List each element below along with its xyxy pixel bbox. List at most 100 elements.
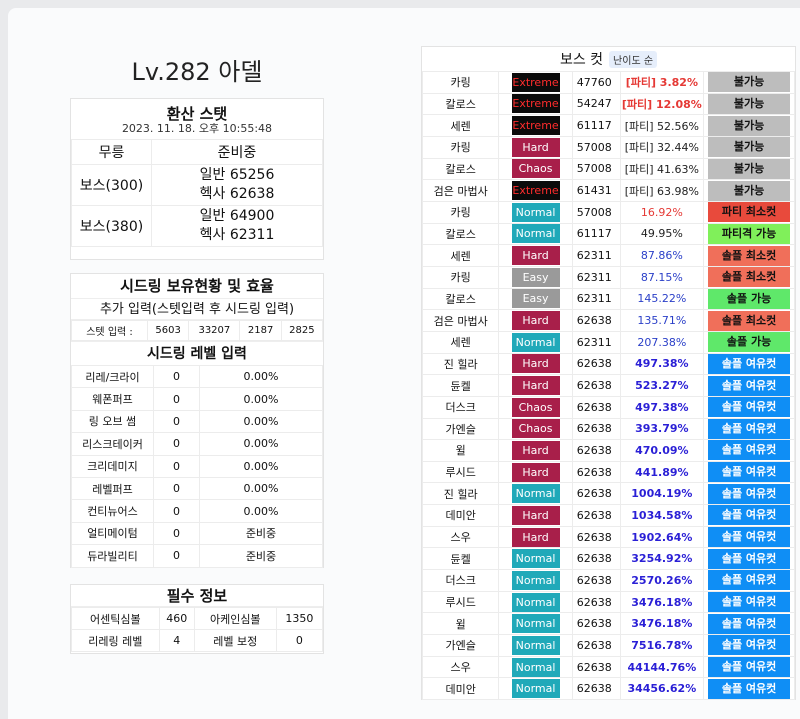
status-cell: 불가능 [703,179,795,202]
status-cell: 불가능 [703,135,795,159]
required-stat: 62638 [571,309,621,332]
ring-name: 리레/크라이 [71,364,154,389]
difficulty-badge: Easy [511,289,560,309]
ring-efficiency: 0.00% [199,409,323,434]
ring-efficiency: 준비중 [199,544,323,568]
boss-380-normal: 일반 64900 [199,208,275,224]
required-info-card: 필수 정보 어센틱심볼 460 아케인심볼 1350 리레링 레벨 4 레벨 보… [70,584,324,654]
required-stat: 57008 [571,135,621,159]
efficiency: 16.92% [619,200,705,224]
status-badge: 불가능 [708,72,791,93]
status-cell: 파티 최소컷 [703,200,795,224]
required-stat: 62638 [571,569,621,592]
boss-name: 카링 [421,71,500,94]
arcane-symbol-input[interactable]: 1350 [275,607,324,630]
boss-name: 스우 [421,655,500,679]
difficulty-badge: Normal [511,635,560,655]
status-cell: 솔플 여유컷 [703,395,795,419]
status-cell: 솔플 여유컷 [703,677,795,701]
ring-level-input[interactable]: 0 [153,521,200,546]
difficulty-badge: Hard [511,462,560,482]
ring-efficiency: 0.00% [199,476,323,501]
boss-name: 세렌 [421,114,500,137]
efficiency: 523.27% [619,374,705,397]
difficulty-badge: Chaos [511,159,560,179]
required-stat: 62638 [571,547,621,571]
required-stat: 62638 [571,352,621,376]
sort-by-difficulty-button[interactable]: 난이도 순 [609,50,658,68]
status-cell: 솔플 여유컷 [703,504,795,527]
status-cell: 솔플 여유컷 [703,482,795,506]
ring-name: 웨폰퍼프 [71,387,154,411]
ring-level-input[interactable]: 4 [158,629,195,652]
boss-name: 검은 마법사 [421,179,500,202]
ring-level-input[interactable]: 0 [153,454,200,478]
difficulty-cell: Easy [498,265,573,289]
ring-level-input[interactable]: 0 [153,499,200,523]
status-badge: 불가능 [708,137,791,158]
efficiency: [파티] 41.63% [619,157,705,181]
boss-name: 카링 [421,135,500,159]
ring-level-input[interactable]: 0 [153,544,200,568]
boss-row: 가엔슬 Chaos 62638 393.79% 솔플 여유컷 [421,417,795,441]
required-stat: 62638 [571,482,621,506]
ring-level-input[interactable]: 0 [153,387,200,411]
efficiency: [파티] 32.44% [619,135,705,159]
required-stat: 62638 [571,590,621,614]
boss-row: 루시드 Normal 62638 3476.18% 솔플 여유컷 [421,590,795,614]
ring-level-input[interactable]: 0 [153,476,200,501]
status-badge: 솔플 최소컷 [708,245,791,266]
authentic-symbol-input[interactable]: 460 [158,607,195,630]
efficiency: 145.22% [619,287,705,311]
status-badge: 솔플 여유컷 [708,678,791,699]
efficiency: 87.86% [619,244,705,267]
ring-name: 컨티뉴어스 [71,499,154,523]
difficulty-cell: Chaos [498,395,573,419]
boss-row: 루시드 Hard 62638 441.89% 솔플 여유컷 [421,460,795,484]
boss-row: 카링 Hard 57008 [파티] 32.44% 불가능 [421,135,795,159]
efficiency: 34456.62% [619,677,705,701]
difficulty-cell: Hard [498,504,573,527]
boss-name: 세렌 [421,330,500,354]
converted-stats-heading: 환산 스탯 [166,105,228,123]
stat-input-field[interactable]: 5603 [146,320,190,341]
boss-row: 검은 마법사 Hard 62638 135.71% 솔플 최소컷 [421,309,795,332]
boss-name: 카링 [421,265,500,289]
ring-efficiency: 준비중 [199,521,323,546]
ring-level-input[interactable]: 0 [153,364,200,389]
boss-row: 가엔슬 Normal 62638 7516.78% 솔플 여유컷 [421,634,795,657]
difficulty-cell: Normal [498,547,573,571]
status-cell: 솔플 여유컷 [703,612,795,636]
ring-efficiency: 0.00% [199,499,323,523]
status-badge: 솔플 가능 [708,288,791,309]
boss-row: 세렌 Extreme 61117 [파티] 52.56% 불가능 [421,114,795,137]
efficiency: 135.71% [619,309,705,332]
level-correction-input[interactable]: 0 [275,629,324,652]
difficulty-cell: Normal [498,655,573,679]
stat-input-field[interactable]: 2825 [280,320,324,341]
difficulty-cell: Normal [498,634,573,657]
difficulty-cell: Easy [498,287,573,311]
boss-380-label: 보스(380) [71,205,152,247]
boss-name: 듄켈 [421,547,500,571]
seeding-subheading: 추가 입력(스텟입력 후 시드링 입력) [71,298,323,320]
difficulty-cell: Normal [498,590,573,614]
required-stat: 61431 [571,179,621,202]
ring-row: 리스크테이커 0 0.00% [71,432,323,456]
ring-level-input[interactable]: 0 [153,432,200,456]
required-stat: 61117 [571,114,621,137]
status-cell: 불가능 [703,71,795,94]
required-stat: 54247 [571,92,621,116]
boss-row: 스우 Normal 62638 44144.76% 솔플 여유컷 [421,655,795,679]
stat-input-field[interactable]: 2187 [239,320,282,341]
ring-row: 듀라빌리티 0 준비중 [71,544,323,568]
difficulty-badge: Hard [511,311,560,331]
boss-name: 윌 [421,612,500,636]
stat-input-field[interactable]: 33207 [188,320,241,341]
difficulty-badge: Normal [511,570,560,590]
difficulty-badge: Normal [511,224,560,244]
ring-level-input[interactable]: 0 [153,409,200,434]
efficiency: 470.09% [619,439,705,462]
status-cell: 솔플 여유컷 [703,547,795,571]
status-badge: 솔플 여유컷 [708,462,791,483]
